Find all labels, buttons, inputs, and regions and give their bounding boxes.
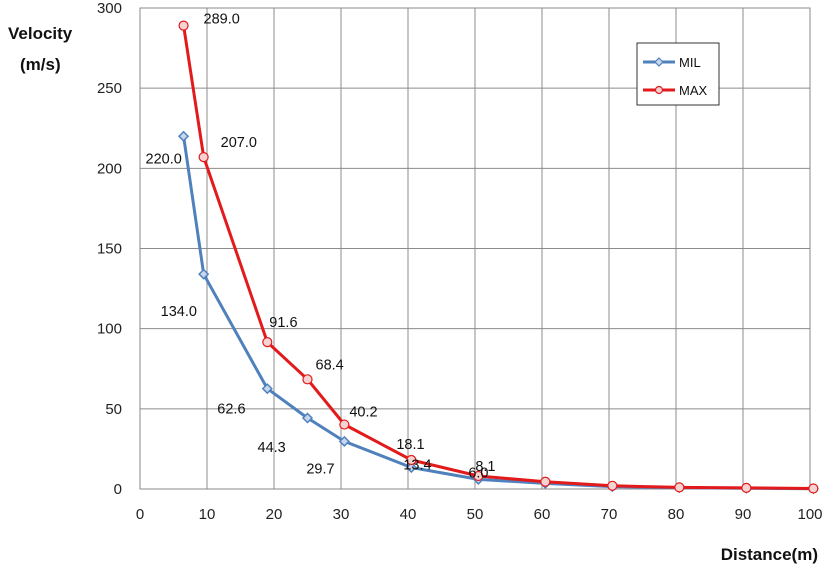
- plot-area-border: [139, 7, 811, 490]
- data-labels: 220.0 134.0 62.6 44.3 29.7 13.4 6.0 289.0 207.0 9…: [146, 12, 496, 482]
- data-label-max: 68.4: [316, 357, 344, 373]
- data-point-max: [302, 374, 313, 385]
- series-line-mil: [182, 136, 814, 491]
- data-label-max: 8.1: [475, 459, 495, 475]
- data-label-max: 18.1: [396, 437, 424, 453]
- y-tick-label: 200: [97, 160, 122, 177]
- data-point-max: [178, 20, 189, 31]
- data-point-mil: [261, 383, 273, 395]
- data-point-max: [607, 480, 618, 491]
- data-label-mil: 6.0: [468, 465, 488, 481]
- data-label-max: 289.0: [204, 12, 240, 28]
- x-tick-label: 10: [199, 506, 216, 523]
- data-label-mil: 44.3: [258, 440, 286, 456]
- data-point-max: [198, 152, 209, 163]
- data-point-max: [262, 337, 273, 348]
- data-label-mil: 220.0: [146, 151, 182, 167]
- legend-label-max: MAX: [679, 83, 708, 98]
- y-tick-label: 300: [97, 0, 122, 17]
- y-tick-label: 0: [114, 481, 122, 498]
- data-label-mil: 13.4: [403, 458, 431, 474]
- x-tick-label: 80: [668, 506, 685, 523]
- x-tick-label: 30: [333, 506, 350, 523]
- data-point-max: [674, 482, 685, 493]
- series: [177, 20, 819, 495]
- x-tick-label: 60: [534, 506, 551, 523]
- data-point-mil: [177, 130, 190, 142]
- data-point-mil: [338, 435, 350, 447]
- data-label-max: 40.2: [349, 405, 377, 421]
- x-tick-label: 0: [136, 506, 144, 523]
- data-label-mil: 134.0: [161, 304, 197, 320]
- y-tick-label: 150: [97, 241, 122, 258]
- data-point-max: [540, 476, 551, 487]
- data-label-mil: 29.7: [306, 461, 334, 477]
- x-tick-label: 50: [467, 506, 484, 523]
- tick-labels: 0 10 20 30 40 50 60 70 80 90 100 0 50 100 150 200 250 300: [97, 0, 823, 523]
- x-tick-label: 100: [797, 506, 822, 523]
- legend-marker-max: [654, 85, 664, 95]
- data-label-max: 207.0: [221, 135, 257, 151]
- y-tick-label: 250: [97, 80, 122, 97]
- legend-marker-mil: [654, 57, 664, 67]
- data-label-mil: 62.6: [217, 402, 245, 418]
- data-point-max: [406, 454, 417, 466]
- legend-box: [636, 42, 720, 106]
- data-point-max: [473, 470, 484, 482]
- x-tick-label: 20: [266, 506, 283, 523]
- data-label-max: 91.6: [269, 315, 297, 331]
- series-line-max: [182, 25, 814, 490]
- data-point-max: [339, 419, 350, 430]
- data-point-max: [808, 483, 819, 494]
- x-tick-label: 70: [601, 506, 618, 523]
- legend-label-mil: MIL: [679, 55, 701, 70]
- data-point-mil: [301, 412, 314, 424]
- x-tick-label: 40: [400, 506, 417, 523]
- legend: MIL MAX: [636, 42, 720, 106]
- data-point-mil: [198, 268, 210, 280]
- data-point-max: [741, 482, 752, 493]
- x-tick-label: 90: [735, 506, 752, 523]
- y-axis-title-line2: (m/s): [20, 55, 61, 74]
- y-axis-title-line1: Velocity: [8, 24, 73, 43]
- y-tick-label: 50: [105, 401, 122, 418]
- data-point-mil: [405, 461, 417, 474]
- x-axis-title: Distance(m): [721, 545, 818, 564]
- y-tick-label: 100: [97, 321, 122, 338]
